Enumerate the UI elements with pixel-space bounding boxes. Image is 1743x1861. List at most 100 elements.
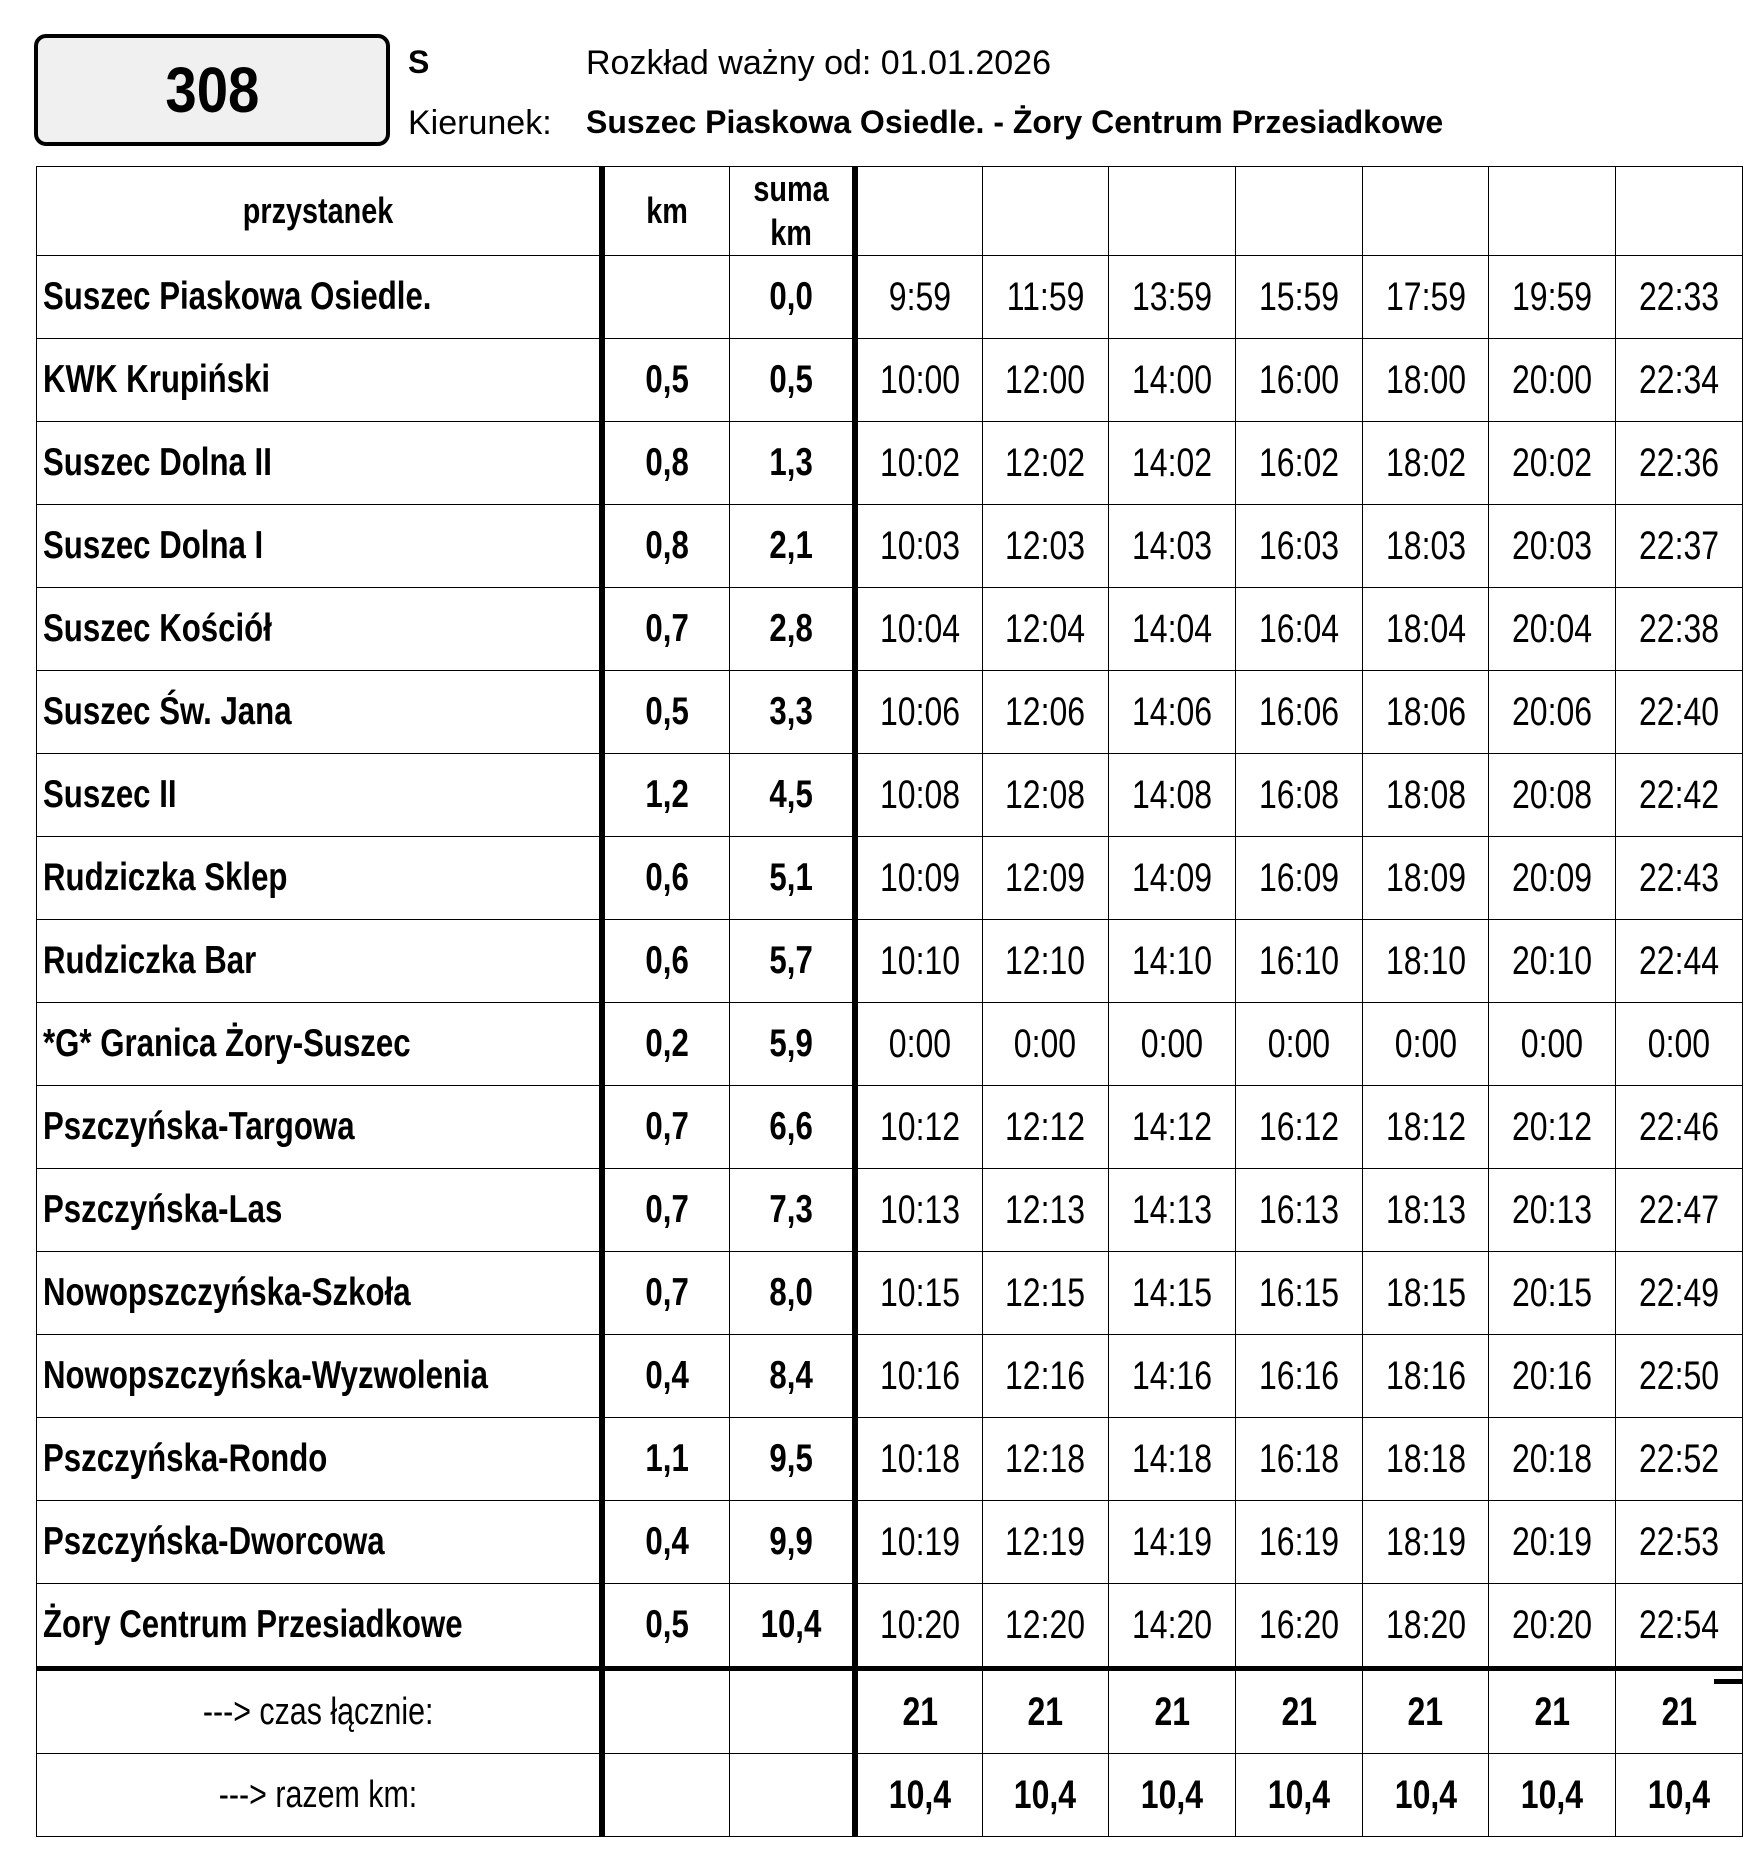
stop-name: Rudziczka Sklep	[36, 836, 606, 920]
departure-time-text: 10:03	[879, 523, 960, 568]
footer-value-text: 10,4	[1014, 1772, 1077, 1817]
footer-value-text: 10,4	[1267, 1772, 1330, 1817]
footer-value-text: 21	[1534, 1689, 1571, 1734]
departure-time-text: 16:16	[1258, 1353, 1339, 1398]
km-value: 0,7	[601, 587, 731, 671]
departure-time-text: 22:40	[1639, 689, 1720, 734]
sum-km-value: 2,8	[729, 587, 859, 671]
departure-time-text: 20:04	[1512, 606, 1593, 651]
departure-time: 14:04	[1108, 587, 1236, 671]
footer-value-text: 10,4	[1521, 1772, 1584, 1817]
departure-time: 20:09	[1488, 836, 1617, 920]
stop-name: Suszec Piaskowa Osiedle.	[36, 255, 606, 339]
sum-km-value: 5,9	[729, 1002, 859, 1086]
sum-km-value-text: 0,5	[769, 358, 813, 401]
departure-time-text: 14:16	[1132, 1353, 1213, 1398]
departure-header	[1361, 166, 1490, 256]
departure-time: 14:08	[1108, 753, 1236, 837]
stop-row: Suszec Św. Jana 0,5 3,3 10:06 12:06 14:06 16:0…	[36, 670, 1743, 754]
departure-time-text: 14:09	[1132, 855, 1213, 900]
departure-time: 18:08	[1361, 753, 1490, 837]
departure-time: 18:04	[1361, 587, 1490, 671]
departure-time-text: 20:12	[1512, 1104, 1593, 1149]
footer-value-text: 10,4	[1647, 1772, 1711, 1817]
stop-name: Suszec II	[36, 753, 606, 837]
day-type: S	[408, 44, 430, 80]
km-value: 0,2	[601, 1002, 731, 1086]
km-value: 0,5	[601, 338, 731, 422]
km-value-text: 0,6	[645, 939, 689, 982]
departure-time: 16:06	[1234, 670, 1363, 754]
km-value-text: 0,7	[645, 1105, 689, 1148]
stop-name: Suszec Kościół	[36, 587, 606, 671]
departure-time-text: 16:18	[1258, 1436, 1339, 1481]
footer-value: 10,4	[1361, 1753, 1490, 1837]
departure-time-text: 18:15	[1385, 1270, 1466, 1315]
km-value: 0,7	[601, 1085, 731, 1169]
departure-time-text: 0:00	[1267, 1021, 1330, 1066]
stop-row: Rudziczka Bar 0,6 5,7 10:10 12:10 14:10 16:10 1…	[36, 919, 1743, 1003]
departure-time-text: 12:12	[1005, 1104, 1086, 1149]
departure-time-text: 10:16	[879, 1353, 960, 1398]
departure-time: 0:00	[854, 1002, 983, 1086]
departure-time-text: 20:19	[1512, 1519, 1593, 1564]
footer-value-text: 21	[1661, 1689, 1697, 1734]
departure-time: 14:20	[1108, 1583, 1236, 1671]
departure-time: 14:10	[1108, 919, 1236, 1003]
departure-time-text: 18:16	[1385, 1353, 1466, 1398]
departure-time-text: 14:03	[1132, 523, 1213, 568]
departure-time: 16:13	[1234, 1168, 1363, 1252]
departure-time-text: 0:00	[1014, 1021, 1077, 1066]
departure-time-text: 12:13	[1005, 1187, 1086, 1232]
stop-name-text: Suszec Św. Jana	[43, 690, 292, 733]
sum-km-value-text: 2,1	[769, 524, 813, 567]
departure-time: 14:15	[1108, 1251, 1236, 1335]
km-value-text: 0,5	[645, 1603, 689, 1646]
sum-km-value: 1,3	[729, 421, 859, 505]
departure-time: 14:03	[1108, 504, 1236, 588]
km-value: 0,7	[601, 1168, 731, 1252]
departure-time: 12:16	[981, 1334, 1110, 1418]
line-number-box: 308	[34, 34, 390, 146]
departure-time: 22:50	[1615, 1334, 1743, 1418]
departure-time: 10:19	[854, 1500, 983, 1584]
footer-value-text: 10,4	[1140, 1772, 1204, 1817]
stop-row: *G* Granica Żory-Suszec 0,2 5,9 0:00 0:00 0:0…	[36, 1002, 1743, 1086]
km-value-text: 0,4	[645, 1520, 689, 1563]
departure-time: 20:06	[1488, 670, 1617, 754]
departure-time: 12:03	[981, 504, 1110, 588]
stop-name-text: Pszczyńska-Dworcowa	[43, 1520, 385, 1563]
departure-time: 16:20	[1234, 1583, 1363, 1671]
departure-time-text: 14:15	[1132, 1270, 1213, 1315]
departure-time-text: 10:04	[879, 606, 960, 651]
stop-name: Pszczyńska-Rondo	[36, 1417, 606, 1501]
sum-km-value-text: 5,1	[769, 856, 813, 899]
sum-km-value-text: 10,4	[760, 1603, 822, 1646]
departure-time: 22:34	[1615, 338, 1743, 422]
departure-time-text: 0:00	[1521, 1021, 1584, 1066]
departure-time: 0:00	[981, 1002, 1110, 1086]
departure-time-text: 16:15	[1258, 1270, 1339, 1315]
departure-header	[981, 166, 1110, 256]
departure-time: 10:18	[854, 1417, 983, 1501]
departure-time: 20:19	[1488, 1500, 1617, 1584]
departure-time-text: 9:59	[888, 274, 952, 319]
departure-time: 22:53	[1615, 1500, 1743, 1584]
departure-time-text: 18:09	[1385, 855, 1466, 900]
departure-time: 19:59	[1488, 255, 1617, 339]
departure-time: 17:59	[1361, 255, 1490, 339]
departure-time-text: 14:04	[1132, 606, 1213, 651]
column-header-sum-km: suma km	[729, 166, 859, 256]
departure-time-text: 0:00	[1394, 1021, 1457, 1066]
stop-row: Suszec II 1,2 4,5 10:08 12:08 14:08 16:08 18:08…	[36, 753, 1743, 837]
sum-km-value-text: 8,0	[769, 1271, 813, 1314]
departure-time-text: 22:50	[1639, 1353, 1720, 1398]
footer-value: 21	[1234, 1668, 1363, 1754]
departure-time-text: 10:08	[879, 772, 960, 817]
sum-km-value-text: 0,0	[769, 275, 813, 318]
validity-date: Rozkład ważny od: 01.01.2026	[586, 44, 1051, 82]
stop-name: Nowopszczyńska-Wyzwolenia	[36, 1334, 606, 1418]
sum-km-value-text: 8,4	[769, 1354, 813, 1397]
stop-name-text: Suszec Kościół	[43, 607, 272, 650]
departure-time-text: 16:10	[1258, 938, 1339, 983]
